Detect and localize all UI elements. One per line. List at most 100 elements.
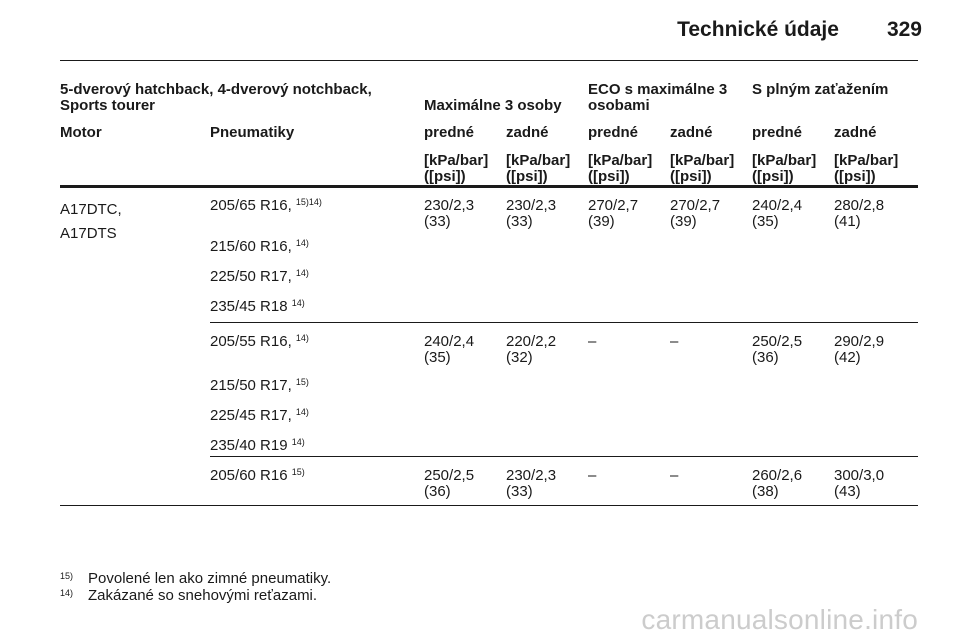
header-rule (60, 60, 918, 61)
tyre-size: 235/45 R18 14) (210, 298, 305, 315)
tyre-size-text: 215/50 R17, (210, 377, 292, 394)
row-divider (210, 322, 918, 323)
front-header-eco: predné (588, 124, 639, 141)
footnotes: 15) Povolené len ako zimné pneumatiky. 14)… (60, 570, 331, 604)
unit-header: [kPa/bar] ([psi]) (424, 153, 488, 185)
footnote: 15) Povolené len ako zimné pneumatiky. (60, 570, 331, 587)
rear-header-full: zadné (834, 124, 877, 141)
pressure-kpa-bar: 230/2,3 (506, 197, 557, 214)
pressure-value: 270/2,7 (39) (588, 198, 638, 230)
pressure-psi: (42) (834, 349, 861, 366)
pressure-value: 220/2,2 (32) (506, 334, 556, 366)
unit-header: [kPa/bar] ([psi]) (506, 153, 570, 185)
tyres-header: Pneumatiky (210, 124, 295, 141)
pressure-kpa-bar: – (670, 467, 679, 484)
footnote-text: Zakázané so snehovými reťazami. (88, 587, 318, 604)
pressure-psi: (33) (506, 213, 533, 230)
tyre-size: 205/55 R16, 14) (210, 333, 309, 350)
row-divider (60, 505, 918, 506)
engine-name-1: A17DTC, (60, 201, 122, 218)
pressure-value: 270/2,7 (39) (670, 198, 720, 230)
pressure-value: 230/2,3 (33) (424, 198, 474, 230)
pressure-value: 280/2,8 (41) (834, 198, 884, 230)
unit-header: [kPa/bar] ([psi]) (588, 153, 652, 185)
watermark: carmanualsonline.info (641, 604, 918, 635)
footnote-ref: 14) (295, 268, 309, 278)
pressure-value: – (670, 334, 678, 350)
unit-kpa-bar: [kPa/bar] (752, 152, 817, 169)
pressure-psi: (39) (670, 213, 697, 230)
pressure-kpa-bar: 230/2,3 (506, 467, 557, 484)
pressure-value: – (670, 468, 678, 484)
unit-kpa-bar: [kPa/bar] (670, 152, 735, 169)
engine-name-2: A17DTS (60, 225, 117, 242)
unit-psi: ([psi]) (670, 168, 712, 185)
tyre-size-text: 205/55 R16, (210, 333, 292, 350)
unit-kpa-bar: [kPa/bar] (834, 152, 899, 169)
footnote: 14) Zakázané so snehovými reťazami. (60, 587, 331, 604)
footnote-ref: 14) (295, 238, 309, 248)
pressure-psi: (41) (834, 213, 861, 230)
unit-psi: ([psi]) (588, 168, 630, 185)
pressure-kpa-bar: 290/2,9 (834, 333, 885, 350)
pressure-kpa-bar: 220/2,2 (506, 333, 557, 350)
pressure-value: 300/3,0 (43) (834, 468, 884, 500)
pressure-psi: (36) (424, 483, 451, 500)
unit-kpa-bar: [kPa/bar] (424, 152, 489, 169)
tyre-size: 225/50 R17, 14) (210, 268, 309, 285)
pressure-kpa-bar: 270/2,7 (670, 197, 721, 214)
footnote-mark: 15) (60, 571, 74, 581)
pressure-kpa-bar: – (588, 333, 597, 350)
front-header-max3: predné (424, 124, 475, 141)
pressure-psi: (32) (506, 349, 533, 366)
pressure-kpa-bar: 250/2,5 (752, 333, 803, 350)
max3-group-header: Maximálne 3 osoby (424, 97, 562, 114)
pressure-value: 240/2,4 (35) (424, 334, 474, 366)
pressure-value: 240/2,4 (35) (752, 198, 802, 230)
row-divider (210, 456, 918, 457)
pressure-value: 260/2,6 (38) (752, 468, 802, 500)
pressure-value: 250/2,5 (36) (752, 334, 802, 366)
tyre-size-text: 225/45 R17, (210, 407, 292, 424)
tyre-size: 215/50 R17, 15) (210, 377, 309, 394)
pressure-kpa-bar: – (588, 467, 597, 484)
pressure-kpa-bar: 240/2,4 (752, 197, 803, 214)
pressure-psi: (39) (588, 213, 615, 230)
tyre-size-text: 235/40 R19 (210, 437, 288, 454)
unit-header: [kPa/bar] ([psi]) (752, 153, 816, 185)
pressure-psi: (43) (834, 483, 861, 500)
unit-header: [kPa/bar] ([psi]) (834, 153, 898, 185)
pressure-kpa-bar: 300/3,0 (834, 467, 885, 484)
tyre-size-text: 205/65 R16, (210, 197, 292, 214)
pressure-psi: (36) (752, 349, 779, 366)
pressure-psi: (35) (752, 213, 779, 230)
pressure-kpa-bar: 230/2,3 (424, 197, 475, 214)
footnote-ref: 15) (295, 377, 309, 387)
pressure-kpa-bar: – (670, 333, 679, 350)
unit-header: [kPa/bar] ([psi]) (670, 153, 734, 185)
footnote-ref: 14) (291, 437, 305, 447)
front-header-full: predné (752, 124, 803, 141)
full-load-group-header: S plným zaťažením (752, 81, 889, 98)
model-group-header: 5-dverový hatchback, 4-dverový notchback… (60, 81, 372, 114)
page-number: 329 (886, 18, 922, 41)
page-title: Technické údaje (677, 18, 839, 41)
tyre-size: 215/60 R16, 14) (210, 238, 309, 255)
motor-header: Motor (60, 124, 102, 141)
tyre-size: 205/65 R16, 15)14) (210, 197, 322, 214)
rear-header-eco: zadné (670, 124, 713, 141)
pressure-kpa-bar: 240/2,4 (424, 333, 475, 350)
pressure-kpa-bar: 250/2,5 (424, 467, 475, 484)
pressure-psi: (38) (752, 483, 779, 500)
pressure-psi: (33) (506, 483, 533, 500)
pressure-value: 250/2,5 (36) (424, 468, 474, 500)
tyre-size: 225/45 R17, 14) (210, 407, 309, 424)
pressure-value: 230/2,3 (33) (506, 468, 556, 500)
tyre-size-text: 205/60 R16 (210, 467, 288, 484)
footnote-ref: 14) (295, 333, 309, 343)
footnote-ref: 14) (295, 407, 309, 417)
eco-group-header: ECO s maximálne 3 osobami (588, 81, 728, 114)
pressure-value: 290/2,9 (42) (834, 334, 884, 366)
unit-psi: ([psi]) (424, 168, 466, 185)
pressure-value: – (588, 468, 596, 484)
